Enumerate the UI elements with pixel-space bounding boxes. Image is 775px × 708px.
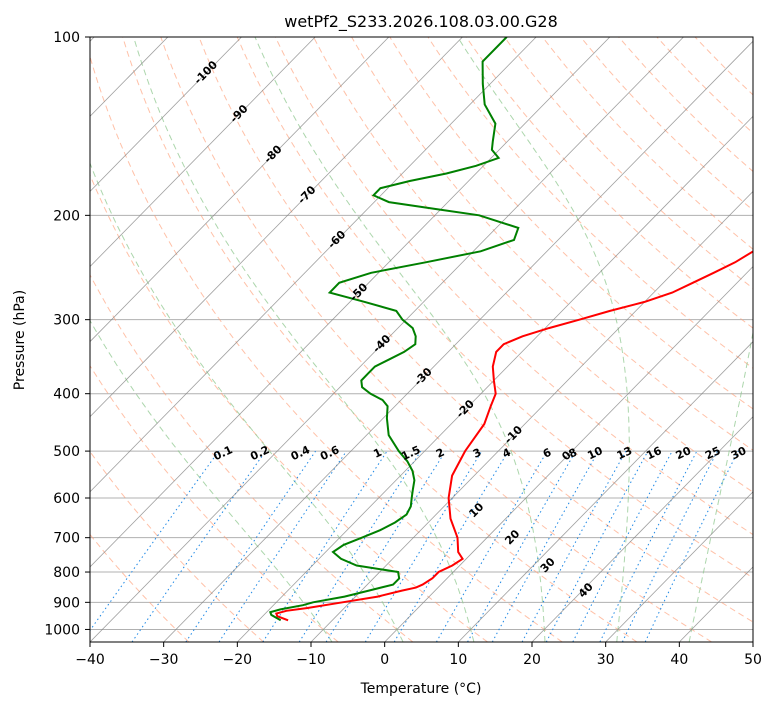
y-axis-label: Pressure (hPa) (12, 290, 28, 390)
isotherm-line (90, 37, 390, 343)
mixing-ratio-label: 36 (751, 444, 771, 462)
mixing-ratio-line (521, 450, 627, 642)
y-tick-label: 900 (53, 595, 80, 611)
dry-adiabat-line (90, 450, 264, 642)
moist-adiabat-line (133, 37, 475, 642)
x-tick-label: −40 (75, 652, 105, 668)
mixing-ratio-line (90, 450, 220, 632)
mixing-ratio-line (467, 450, 577, 642)
dry-adiabat-line (274, 37, 753, 536)
isotherm-line (90, 37, 242, 193)
x-tick-label: −20 (223, 652, 253, 668)
mixing-ratio-line (325, 450, 447, 642)
chart-title: wetPf2_S233.2026.108.03.00.G28 (284, 12, 558, 32)
y-tick-label: 500 (53, 444, 80, 460)
mixing-ratio-label: 13 (615, 444, 634, 462)
isotherm-line (90, 37, 611, 568)
isotherm-line (90, 37, 537, 493)
mixing-ratio-label: 10 (585, 444, 605, 462)
dry-adiabat-line (580, 37, 753, 211)
isotherm-line (90, 37, 684, 642)
dry-adiabat-line (427, 37, 753, 369)
x-tick-label: 50 (744, 652, 762, 668)
mixing-ratio-lines (90, 450, 739, 642)
temperature-trace (274, 250, 753, 622)
y-axis-ticks: 100 200 300 400 500 600 700 800 900 1000 (44, 30, 90, 638)
isotherm-line (310, 190, 753, 642)
dry-adiabat-line (618, 37, 753, 173)
plot-frame (89, 36, 754, 643)
y-tick-label: 1000 (44, 622, 80, 638)
dry-adiabat-line (90, 55, 563, 642)
mixing-ratio-label: 25 (703, 444, 722, 462)
y-tick-label: 100 (53, 30, 80, 46)
x-tick-label: 20 (523, 652, 541, 668)
mixing-ratio-line (364, 450, 483, 642)
x-tick-label: 0 (380, 652, 389, 668)
mixing-ratio-line (491, 450, 599, 642)
isotherm-line (90, 37, 463, 418)
moist-adiabat-line (90, 161, 404, 642)
mixing-ratio-label: 30 (729, 444, 749, 462)
x-axis-label: Temperature (°C) (360, 681, 482, 697)
isotherm-line (458, 341, 753, 642)
y-tick-label: 800 (53, 565, 80, 581)
mixing-ratio-line (298, 450, 422, 642)
dry-adiabats (90, 37, 753, 642)
dry-adiabat-line (389, 37, 753, 410)
moist-adiabat-line (457, 37, 630, 642)
mixing-ratio-line (644, 450, 739, 642)
isotherm-line (237, 115, 753, 642)
isotherm-line (531, 416, 753, 642)
mixing-ratio-line (131, 450, 267, 642)
y-tick-label: 200 (53, 208, 80, 224)
mixing-ratio-line (435, 450, 548, 642)
mixing-ratio-label: 20 (674, 444, 694, 462)
y-tick-label: 700 (53, 531, 80, 547)
x-tick-label: 30 (597, 652, 615, 668)
x-tick-label: 10 (449, 652, 467, 668)
sounding-traces (268, 37, 753, 622)
x-tick-label: −30 (149, 652, 179, 668)
dry-adiabat-line (90, 273, 414, 642)
x-tick-label: 40 (670, 652, 688, 668)
pressure-grid (90, 37, 753, 630)
dry-adiabat-line (351, 37, 753, 451)
isotherms (90, 37, 753, 642)
y-tick-label: 400 (53, 387, 80, 403)
isotherm-line (605, 491, 753, 642)
x-tick-label: −10 (296, 652, 326, 668)
dewpoint-trace (268, 37, 520, 622)
dry-adiabat-line (122, 37, 638, 642)
y-tick-label: 600 (53, 491, 80, 507)
mixing-ratio-line (262, 450, 388, 642)
x-axis-ticks: −40 −30 −20 −10 0 10 20 30 40 50 (75, 642, 762, 668)
moist-adiabats (90, 37, 753, 642)
mixing-ratio-label: 16 (644, 444, 664, 462)
moist-adiabat-line (254, 37, 546, 642)
moist-adiabat-line (90, 319, 333, 642)
isotherm-line (163, 40, 753, 642)
dry-adiabat-line (465, 37, 753, 329)
isotherm-line (384, 265, 753, 642)
moist-adiabat-line (688, 329, 753, 642)
isotherm-line (90, 37, 316, 268)
y-tick-label: 300 (53, 313, 80, 329)
dry-adiabat-line (236, 37, 753, 579)
mixing-ratio-line (393, 450, 509, 642)
dry-adiabat-line (90, 173, 488, 642)
dry-adiabat-line (160, 37, 712, 642)
